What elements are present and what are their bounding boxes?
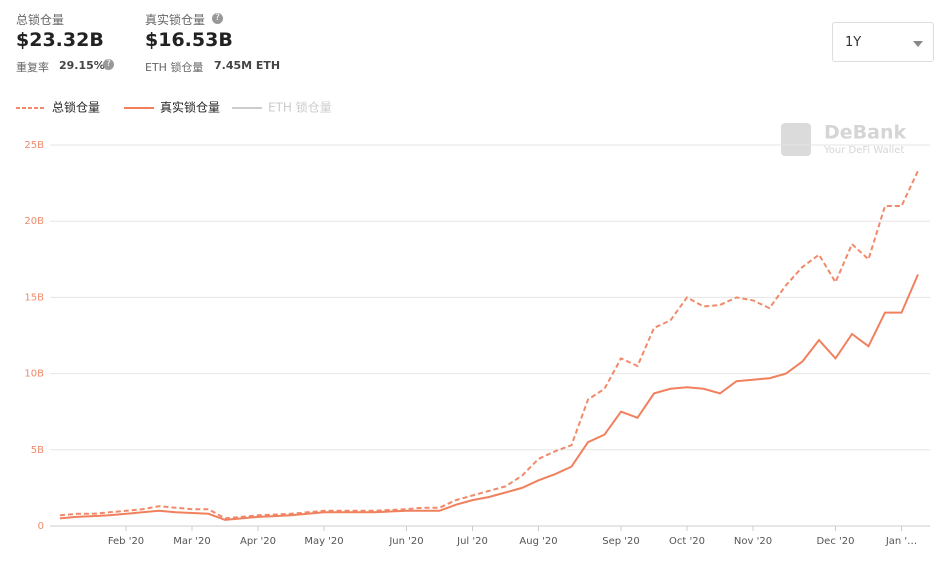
total-value: $23.32B [16, 29, 104, 51]
x-tick-label: Mar '20 [173, 536, 211, 547]
x-tick-label: Jul '20 [456, 536, 488, 547]
y-tick-label: 10B [24, 369, 44, 380]
legend-label: 真实锁仓量 [160, 100, 220, 115]
eth-label: ETH 锁仓量 [145, 61, 204, 74]
legend-label: ETH 锁仓量 [268, 100, 332, 115]
help-icon[interactable]: ? [212, 13, 223, 24]
x-tick-label: Sep '20 [602, 536, 640, 547]
x-tick-label: Aug '20 [519, 536, 557, 547]
x-tick-label: Jan '… [885, 536, 917, 547]
watermark: DeBank Your DeFi Wallet [781, 122, 906, 156]
range-value: 1Y [845, 35, 862, 50]
dup-value: 29.15% [59, 59, 105, 72]
x-tick-label: Feb '20 [108, 536, 144, 547]
watermark-slogan: Your DeFi Wallet [823, 145, 904, 156]
y-tick-label: 15B [24, 292, 44, 303]
real-value: $16.53B [145, 29, 233, 51]
y-tick-label: 5B [31, 445, 44, 456]
y-tick-label: 25B [24, 140, 44, 151]
series-line [59, 274, 919, 521]
x-tick-label: Apr '20 [240, 536, 276, 547]
watermark-logo [781, 123, 811, 156]
watermark-brand: DeBank [824, 122, 906, 144]
range-select[interactable]: 1Y [832, 22, 934, 62]
y-tick-label: 0 [38, 521, 44, 532]
x-tick-label: Dec '20 [816, 536, 854, 547]
legend-label: 总锁仓量 [52, 100, 100, 115]
dup-label: 重复率 [16, 61, 49, 74]
real-label: 真实锁仓量 [145, 13, 206, 27]
series-line [59, 170, 919, 520]
dropdown-arrow [913, 41, 923, 47]
total-label: 总锁仓量 [16, 13, 65, 27]
x-tick-label: Oct '20 [669, 536, 705, 547]
x-tick-label: Jun '20 [388, 536, 423, 547]
help-icon[interactable]: ? [103, 59, 114, 70]
x-tick-label: May '20 [304, 536, 343, 547]
y-tick-label: 20B [24, 216, 44, 227]
x-tick-label: Nov '20 [734, 536, 772, 547]
eth-value: 7.45M ETH [214, 59, 281, 72]
